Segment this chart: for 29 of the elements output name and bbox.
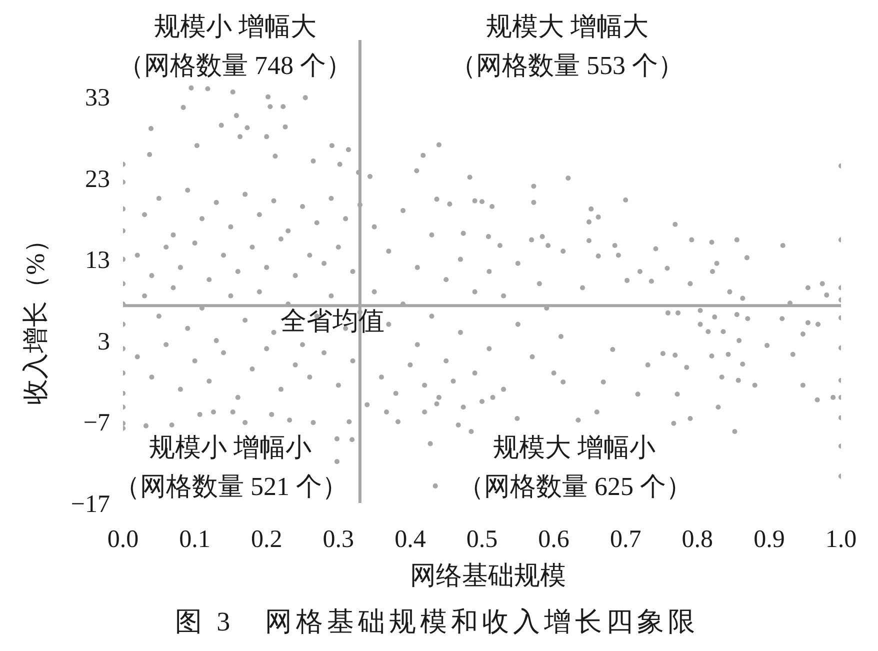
y-tick-label: 13 bbox=[85, 247, 110, 274]
x-tick-label: 0.7 bbox=[610, 526, 642, 553]
y-tick-label: 23 bbox=[85, 166, 110, 193]
annotation: （网格数量 521 个） bbox=[114, 472, 348, 501]
x-tick-label: 0.4 bbox=[394, 526, 426, 553]
annotation: （网格数量 625 个） bbox=[458, 472, 692, 501]
annotation: 规模大 增幅大 bbox=[486, 12, 648, 41]
annotation: 规模小 增幅大 bbox=[154, 12, 316, 41]
annotation: （网格数量 748 个） bbox=[118, 51, 352, 80]
annotation: 规模大 增幅小 bbox=[492, 433, 656, 462]
x-tick-label: 0.3 bbox=[322, 526, 354, 553]
y-axis-title: 收入增长（%） bbox=[21, 227, 50, 405]
x-tick-label: 0.0 bbox=[107, 526, 139, 553]
x-tick-label: 0.5 bbox=[466, 526, 498, 553]
y-tick-label: 33 bbox=[85, 84, 110, 112]
x-tick-label: 0.1 bbox=[179, 526, 210, 553]
x-tick-label: 0.6 bbox=[538, 526, 570, 553]
annotation: （网格数量 553 个） bbox=[450, 51, 684, 80]
y-tick-label: 3 bbox=[98, 328, 110, 356]
y-tick-label: −17 bbox=[70, 490, 110, 518]
x-tick-label: 0.2 bbox=[250, 526, 282, 553]
text: 图 3 网格基础规模和收入增长四象限 bbox=[174, 606, 700, 636]
x-tick-label: 0.9 bbox=[754, 526, 785, 553]
x-tick-label: 0.8 bbox=[682, 526, 714, 553]
y-tick-label: −7 bbox=[83, 410, 110, 437]
annotation: 规模小 增幅小 bbox=[148, 433, 312, 462]
x-tick-label: 1.0 bbox=[825, 526, 857, 553]
x-axis-title: 网络基础规模 bbox=[410, 561, 566, 590]
ref-line-label: 全省均值 bbox=[280, 306, 385, 336]
